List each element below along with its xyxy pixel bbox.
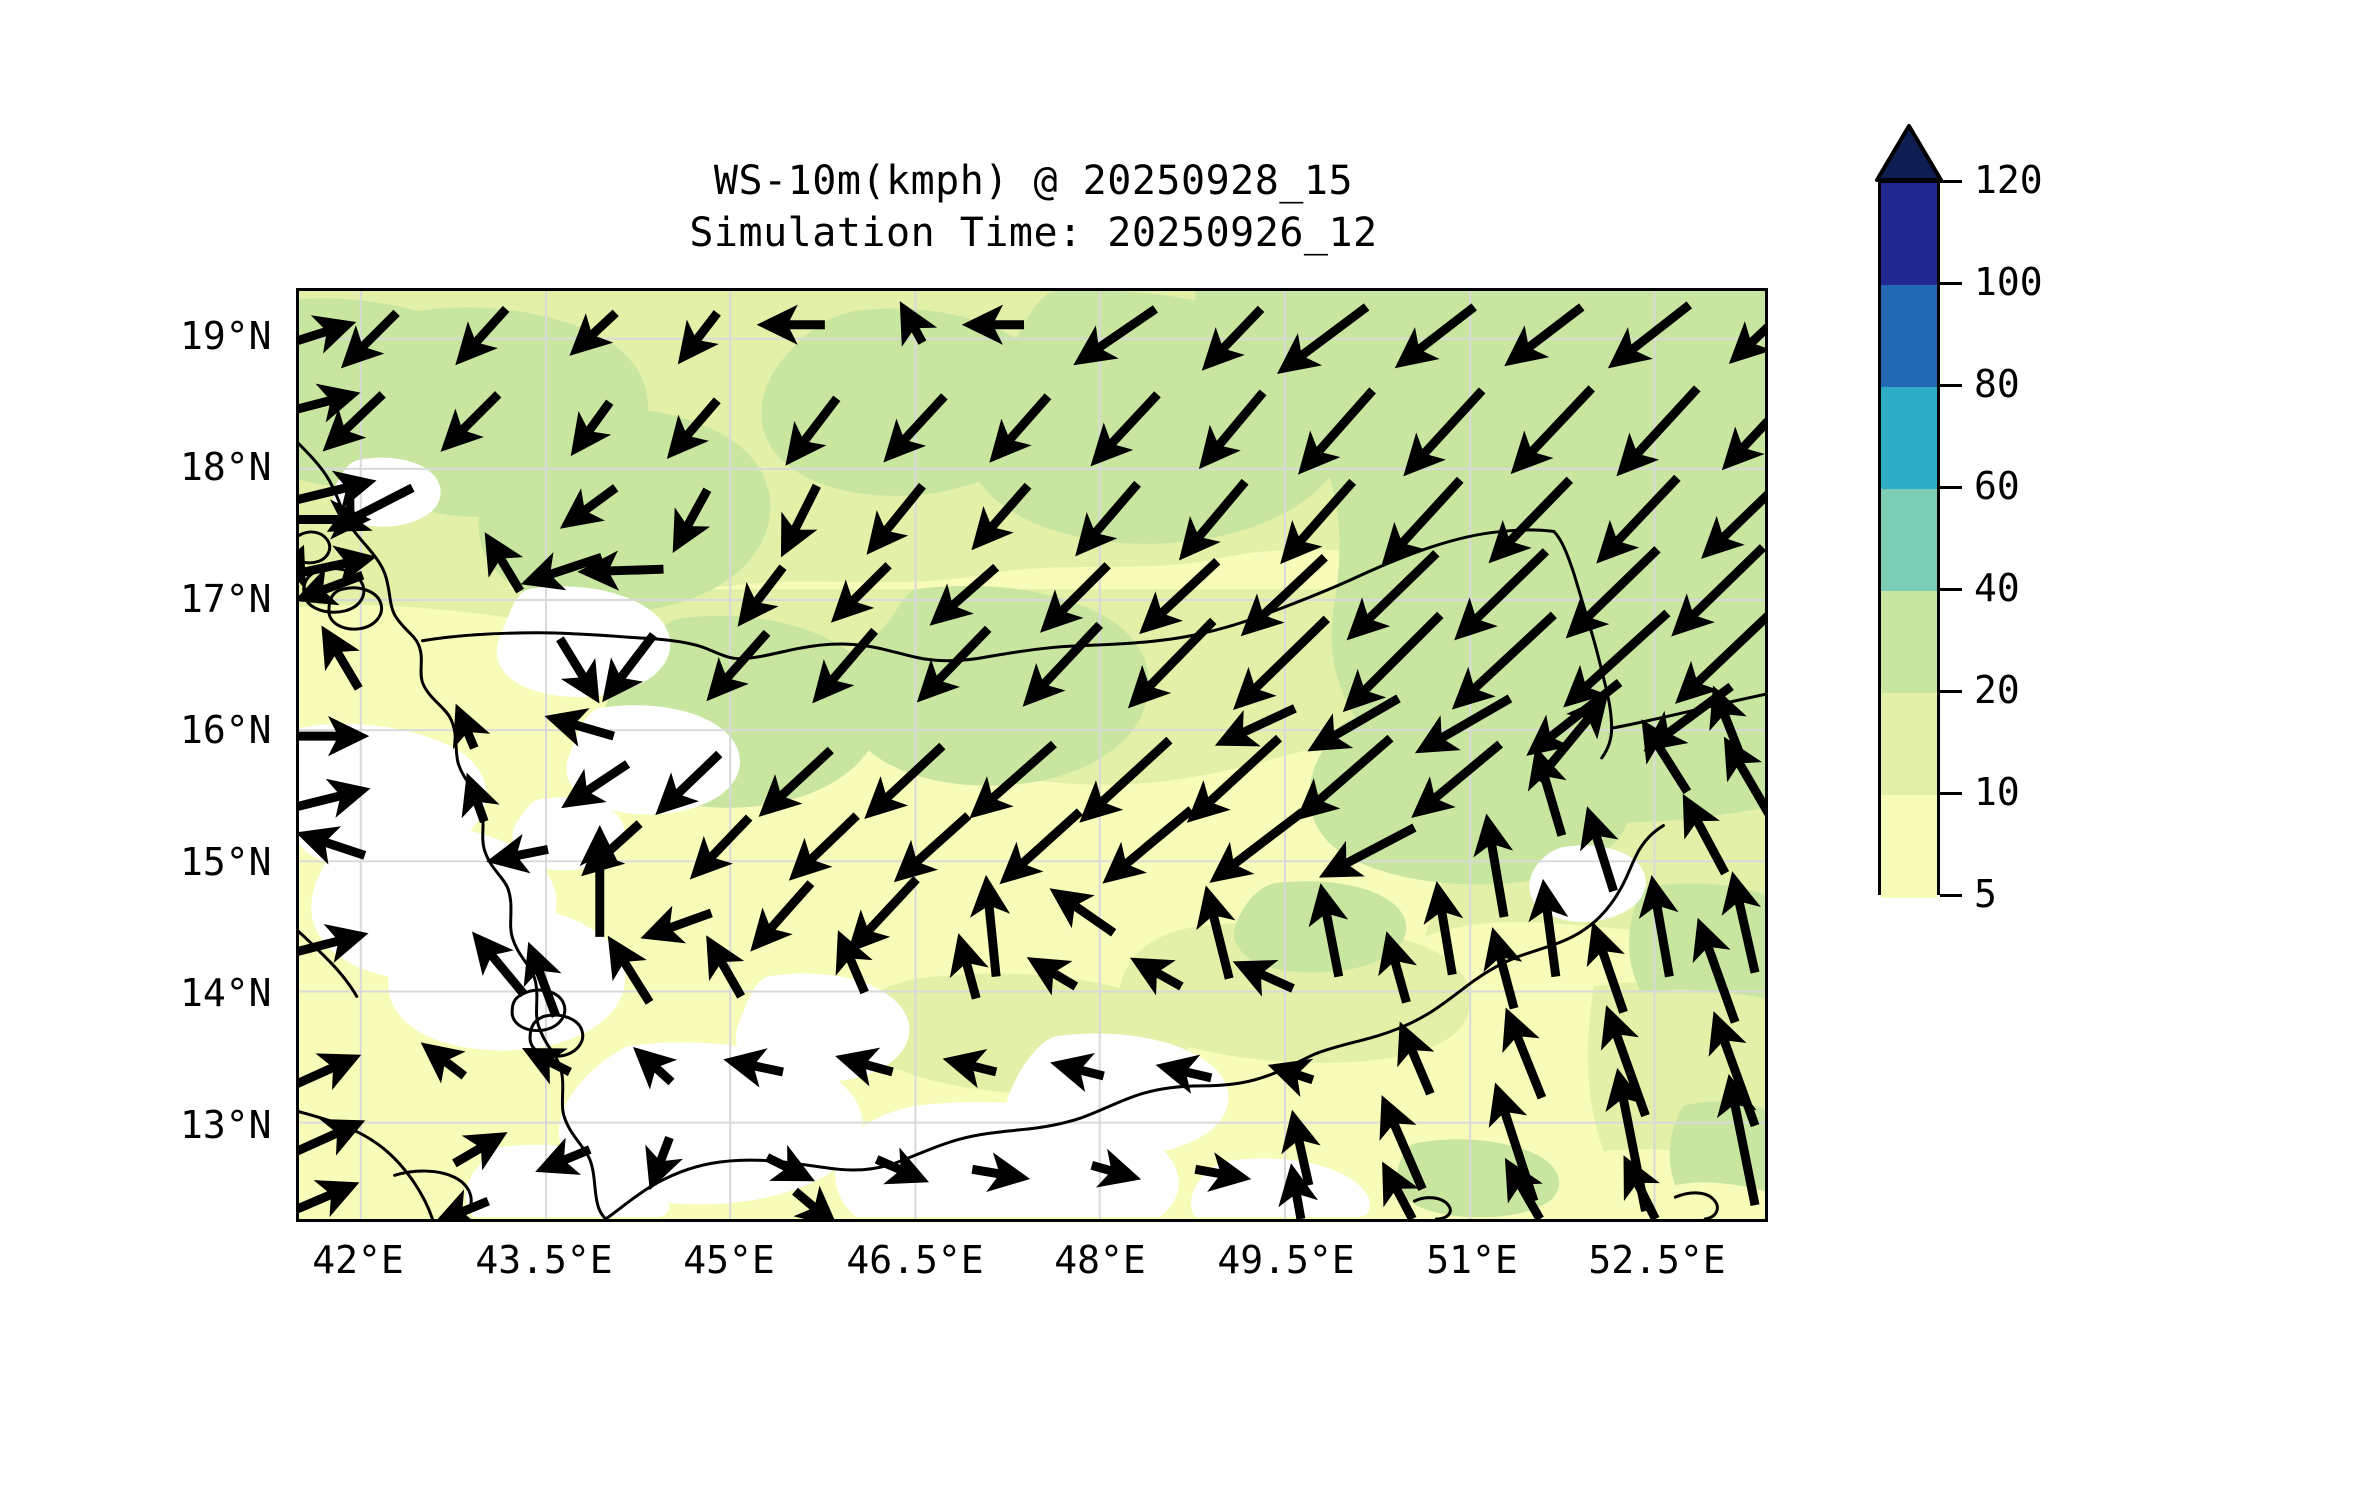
colorbar-tick-10 [1940, 792, 1962, 795]
colorbar[interactable]: 120 100 80 60 40 20 10 5 [1875, 124, 2298, 916]
colorbar-band-20-40 [1881, 591, 1937, 693]
colorbar-tick-20 [1940, 690, 1962, 693]
colorbar-gradient [1878, 180, 1940, 898]
colorbar-label-10: 10 [1974, 770, 2020, 814]
colorbar-extend-arrow [1875, 124, 1943, 182]
xtick-label-6: 51°E [1426, 1238, 1518, 1282]
wind-speed-shaded-field [299, 291, 1765, 1219]
ytick-label-4: 15°N [180, 840, 272, 884]
ytick-label-2: 17°N [180, 577, 272, 621]
colorbar-label-100: 100 [1974, 260, 2043, 304]
ytick-label-5: 14°N [180, 971, 272, 1015]
colorbar-band-10-20 [1881, 693, 1937, 795]
colorbar-band-100-120 [1881, 183, 1937, 285]
xtick-label-0: 42°E [312, 1238, 404, 1282]
title-line-2: Simulation Time: 20250926_12 [689, 210, 1378, 256]
colorbar-label-20: 20 [1974, 668, 2020, 712]
colorbar-tick-80 [1940, 384, 1962, 387]
colorbar-label-120: 120 [1974, 158, 2043, 202]
colorbar-tick-5 [1940, 894, 1962, 897]
chart-title: WS-10m(kmph) @ 20250928_15 Simulation Ti… [296, 155, 1771, 259]
colorbar-band-80-100 [1881, 285, 1937, 387]
colorbar-tick-40 [1940, 588, 1962, 591]
xtick-label-3: 46.5°E [846, 1238, 984, 1282]
xtick-label-4: 48°E [1054, 1238, 1146, 1282]
ytick-label-3: 16°N [180, 708, 272, 752]
xtick-label-5: 49.5°E [1217, 1238, 1355, 1282]
colorbar-tick-120 [1940, 180, 1962, 183]
colorbar-band-5-10 [1881, 795, 1937, 898]
colorbar-label-5: 5 [1974, 872, 1997, 916]
map-axes[interactable] [296, 288, 1768, 1222]
colorbar-band-60-80 [1881, 387, 1937, 489]
colorbar-band-40-60 [1881, 489, 1937, 591]
ytick-label-6: 13°N [180, 1103, 272, 1147]
title-line-1: WS-10m(kmph) @ 20250928_15 [713, 158, 1354, 204]
ytick-label-1: 18°N [180, 445, 272, 489]
xtick-label-7: 52.5°E [1588, 1238, 1726, 1282]
colorbar-label-80: 80 [1974, 362, 2020, 406]
colorbar-tick-100 [1940, 282, 1962, 285]
colorbar-tick-60 [1940, 486, 1962, 489]
ytick-label-0: 19°N [180, 314, 272, 358]
colorbar-label-40: 40 [1974, 566, 2020, 610]
colorbar-label-60: 60 [1974, 464, 2020, 508]
xtick-label-1: 43.5°E [475, 1238, 613, 1282]
xtick-label-2: 45°E [683, 1238, 775, 1282]
